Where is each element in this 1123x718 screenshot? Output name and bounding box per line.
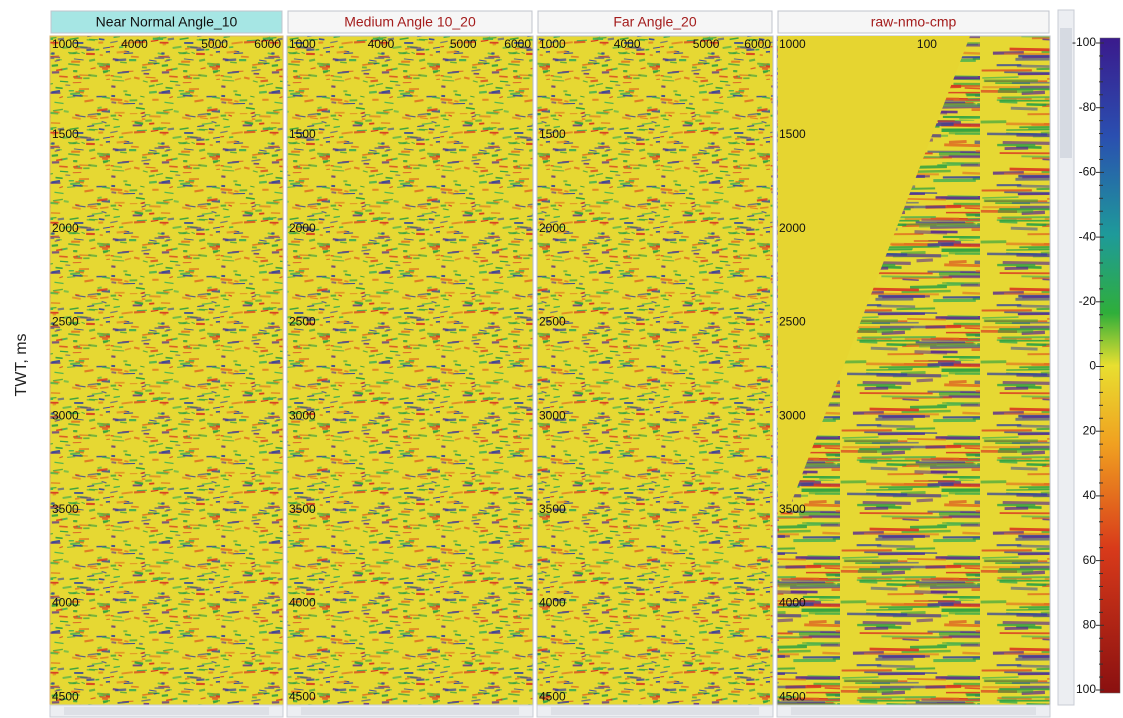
x-tick-label: 6000 — [504, 37, 531, 51]
y-tick-label: 4500 — [779, 689, 806, 703]
colorbar-tick-label: 100 — [1076, 682, 1096, 696]
y-tick-label: 4000 — [289, 596, 316, 610]
x-tick-label: 5000 — [201, 37, 228, 51]
colorbar-tick-label: -100 — [1072, 35, 1096, 49]
x-tick-label: 6000 — [744, 37, 771, 51]
y-tick-label: 2500 — [289, 315, 316, 329]
x-tick-label: 1000 — [289, 37, 316, 51]
y-tick-label: 4000 — [779, 596, 806, 610]
panel-image — [537, 36, 773, 705]
panel-title: raw-nmo-cmp — [871, 14, 957, 30]
y-tick-label: 1500 — [539, 127, 566, 141]
y-tick-label: 3000 — [539, 408, 566, 422]
panel-image — [50, 36, 283, 705]
x-tick-label: 4000 — [614, 37, 641, 51]
scroll-thumb[interactable] — [64, 707, 269, 715]
y-tick-label: 3500 — [52, 502, 79, 516]
page: {"axis_label": "TWT, ms", "panels": [ {"… — [0, 0, 1123, 718]
colorbar-tick-label: 0 — [1089, 359, 1096, 373]
x-tick-label: 100 — [917, 37, 937, 51]
panel-title: Medium Angle 10_20 — [344, 14, 476, 30]
y-tick-label: 2500 — [52, 315, 79, 329]
y-tick-label: 4000 — [539, 596, 566, 610]
colorbar-tick-label: -80 — [1079, 100, 1097, 114]
y-axis-label: TWT, ms — [13, 333, 30, 396]
y-tick-label: 2500 — [539, 315, 566, 329]
y-tick-label: 1500 — [289, 127, 316, 141]
colorbar-tick-label: -60 — [1079, 165, 1097, 179]
y-tick-label: 2000 — [289, 221, 316, 235]
y-tick-label: 4500 — [539, 689, 566, 703]
x-tick-label: 5000 — [450, 37, 477, 51]
colorbar-tick-label: 40 — [1083, 488, 1097, 502]
panel: Far Angle_20 1000 4000 5000 6000 1500 2000 2500… — [537, 11, 773, 717]
colorbar-tick-label: -40 — [1079, 229, 1097, 243]
scroll-thumb[interactable] — [791, 707, 1036, 715]
colorbar-tick-label: -20 — [1079, 294, 1097, 308]
panel-title: Near Normal Angle_10 — [96, 14, 238, 30]
colorbar-tick-label: 80 — [1083, 617, 1097, 631]
y-tick-label: 3500 — [779, 502, 806, 516]
y-tick-label: 2000 — [779, 221, 806, 235]
x-tick-label: 1000 — [52, 37, 79, 51]
x-tick-label: 1000 — [539, 37, 566, 51]
x-tick-label: 6000 — [254, 37, 281, 51]
x-tick-label: 1000 — [779, 37, 806, 51]
y-tick-label: 3000 — [779, 408, 806, 422]
y-tick-label: 4500 — [52, 689, 79, 703]
x-tick-label: 4000 — [368, 37, 395, 51]
colorbar-tick-label: 20 — [1083, 423, 1097, 437]
y-tick-label: 1500 — [52, 127, 79, 141]
y-tick-label: 3000 — [52, 408, 79, 422]
panel-title: Far Angle_20 — [613, 14, 696, 30]
x-tick-label: 4000 — [121, 37, 148, 51]
colorbar-tick-label: 60 — [1083, 553, 1097, 567]
seismic-viewer: TWT, ms Near Normal Angle_10100040005000… — [0, 0, 1123, 718]
y-tick-label: 4000 — [52, 596, 79, 610]
y-tick-label: 3500 — [289, 502, 316, 516]
scroll-thumb[interactable] — [301, 707, 519, 715]
y-tick-label: 2500 — [779, 315, 806, 329]
y-tick-label: 2000 — [52, 221, 79, 235]
colorbar — [1100, 38, 1120, 693]
scroll-thumb[interactable] — [551, 707, 759, 715]
panel-image — [287, 36, 533, 705]
y-tick-label: 3000 — [289, 408, 316, 422]
y-tick-label: 2000 — [539, 221, 566, 235]
y-tick-label: 4500 — [289, 689, 316, 703]
panel: Near Normal Angle_10 1000 4000 5000 6000 1500… — [50, 11, 283, 717]
y-tick-label: 3500 — [539, 502, 566, 516]
x-tick-label: 5000 — [693, 37, 720, 51]
panel: Medium Angle 10_20 1000 4000 5000 6000 1500 20… — [287, 11, 533, 717]
scroll-thumb[interactable] — [1060, 28, 1072, 158]
y-tick-label: 1500 — [779, 127, 806, 141]
panel: raw-nmo-cmp 1000 100 1500 2000 2500 3000 3500 40… — [777, 11, 1050, 717]
